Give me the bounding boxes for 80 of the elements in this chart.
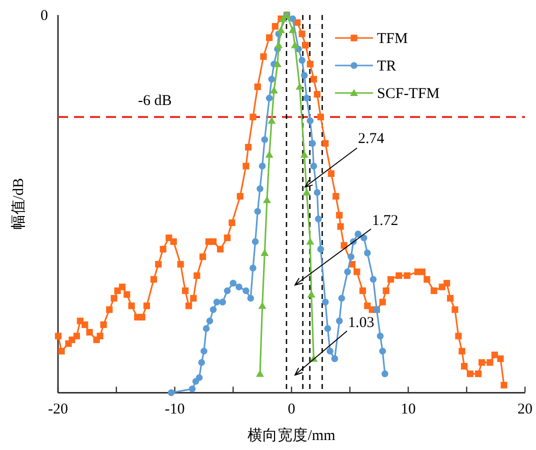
annotation-arrow: 0 xyxy=(40,8,48,24)
point xyxy=(247,294,254,302)
point xyxy=(310,162,318,170)
point xyxy=(273,60,282,68)
point xyxy=(324,325,332,332)
point xyxy=(268,116,276,124)
point xyxy=(274,41,283,48)
point xyxy=(360,234,368,242)
point xyxy=(379,348,386,355)
point xyxy=(270,86,278,94)
point xyxy=(336,318,343,324)
legend-label: TR xyxy=(377,58,396,74)
point xyxy=(288,26,297,34)
point xyxy=(206,318,214,324)
point xyxy=(364,250,371,256)
point xyxy=(224,287,231,294)
point xyxy=(370,276,377,283)
point xyxy=(338,294,346,302)
point xyxy=(198,359,205,366)
point xyxy=(188,386,196,392)
point xyxy=(344,268,351,276)
point xyxy=(250,264,256,272)
point xyxy=(306,117,314,124)
point xyxy=(213,298,220,306)
point xyxy=(309,140,316,147)
point xyxy=(331,355,338,362)
ref-line-label: -6 dB xyxy=(138,92,172,109)
point xyxy=(354,230,362,238)
x-axis-title: 横向宽度/mm xyxy=(248,427,336,444)
point xyxy=(322,298,329,306)
annotation: 1.72 xyxy=(372,213,398,229)
point xyxy=(256,185,264,192)
point xyxy=(300,72,308,79)
point xyxy=(200,348,208,355)
x-tick-label: 10 xyxy=(400,402,416,418)
point xyxy=(268,76,276,83)
point xyxy=(202,325,210,332)
annotation: 2.74 xyxy=(358,131,385,147)
legend-label: SCF-TFM xyxy=(377,86,440,102)
x-tick-label: 20 xyxy=(518,402,532,418)
point xyxy=(258,162,266,170)
point xyxy=(298,56,306,64)
point xyxy=(348,253,354,260)
point xyxy=(168,389,175,396)
point xyxy=(317,246,324,253)
point xyxy=(230,280,237,287)
point xyxy=(314,216,322,222)
point xyxy=(256,370,264,377)
point xyxy=(291,41,300,48)
point xyxy=(314,189,321,196)
point xyxy=(236,284,242,290)
point xyxy=(296,82,304,90)
point xyxy=(289,15,296,22)
point xyxy=(265,150,274,158)
point xyxy=(261,136,268,144)
point xyxy=(307,290,316,298)
x-tick-label: -10 xyxy=(164,402,185,418)
point xyxy=(252,238,259,246)
point xyxy=(258,302,266,309)
point xyxy=(302,188,311,196)
point xyxy=(382,370,388,378)
point xyxy=(266,94,273,102)
legend-label: TFM xyxy=(377,31,408,47)
point xyxy=(326,348,334,355)
point xyxy=(196,374,203,381)
point xyxy=(300,150,308,158)
point xyxy=(303,94,310,102)
point xyxy=(376,332,384,340)
point xyxy=(262,196,271,204)
point xyxy=(242,287,250,294)
y-axis-title: 幅值/dB xyxy=(10,178,27,230)
point xyxy=(254,208,262,215)
point xyxy=(306,238,314,245)
point xyxy=(276,26,285,34)
annotation: 1.03 xyxy=(348,315,374,331)
x-tick-label: 0 xyxy=(288,402,296,418)
point xyxy=(210,306,217,314)
point xyxy=(279,14,288,22)
point xyxy=(219,298,226,306)
x-tick-label: -20 xyxy=(48,402,68,418)
